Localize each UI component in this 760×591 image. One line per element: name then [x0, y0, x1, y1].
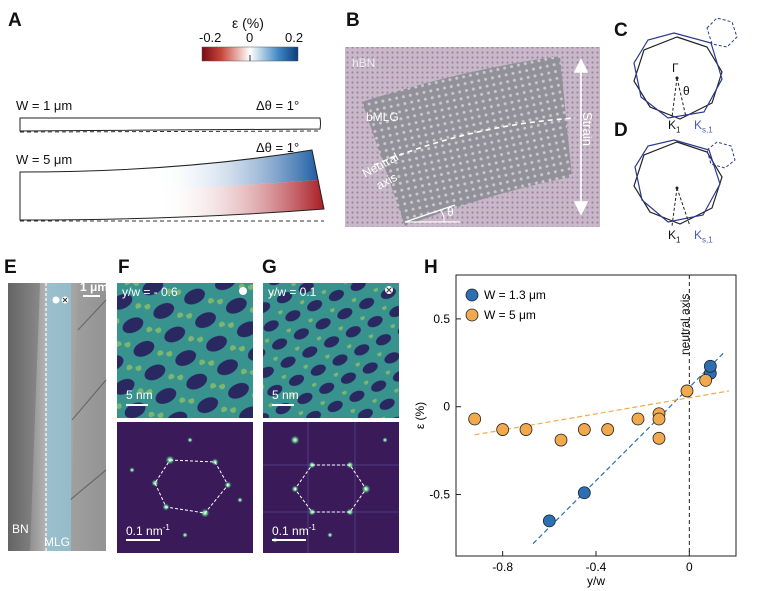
y-tick-label: 0 [443, 400, 450, 414]
hexagon-strained-c [633, 32, 723, 119]
scale-fft-sup-g: -1 [308, 523, 316, 532]
hexagon-graphene-c [633, 36, 723, 120]
scale-label-e: 1 μm [80, 280, 109, 294]
scale-fft-g: 0.1 nm [272, 524, 309, 538]
strip-w1 [19, 117, 321, 132]
bmlg-flake [362, 56, 572, 226]
x-tick-label: 0 [686, 560, 693, 574]
scale-fft-label-f: 0.1 nm-1 [126, 523, 170, 538]
strip2-width-label: W = 5 μm [16, 152, 73, 167]
fit-line-1 [474, 390, 730, 436]
data-point-1 [680, 384, 694, 398]
panel-label-d: D [614, 120, 628, 141]
x-axis-label: y/w [587, 574, 605, 588]
data-point-1 [652, 412, 666, 426]
ks1-d: K [694, 228, 703, 242]
panel-label-e: E [4, 257, 17, 278]
data-point-1 [652, 431, 666, 445]
data-point-1 [554, 433, 568, 447]
y-axis-label: ε (%) [413, 402, 427, 429]
hbn-label: hBN [352, 56, 376, 70]
hexagon-graphene-d [633, 141, 723, 225]
strip-w5-blue [20, 150, 318, 196]
panel-label-h: H [424, 257, 438, 278]
k1-sub-d: 1 [676, 235, 681, 245]
colorbar-tick-mid: 0 [246, 30, 254, 45]
gamma-label: Γ [672, 61, 679, 75]
y-tick-label: 0.5 [433, 312, 450, 326]
data-point-1 [468, 412, 482, 426]
y-tick-label: -0.5 [429, 488, 450, 502]
data-point-1 [496, 423, 510, 436]
panel-label-c: C [614, 20, 628, 41]
fft-grid-g [263, 422, 399, 553]
data-point-1 [601, 423, 615, 436]
data-point-1 [699, 373, 713, 387]
fft-image-g [263, 422, 399, 553]
data-point-1 [577, 423, 591, 436]
panel-label-a: A [8, 10, 22, 31]
stm-image-g [263, 283, 399, 418]
data-point-0 [703, 359, 717, 373]
ks1-c: K [694, 118, 703, 132]
panel-label-b: B [346, 10, 360, 31]
strain-arrow [573, 58, 589, 216]
ks1-label-c: Ks,1 [694, 118, 713, 134]
mlg-label: MLG [44, 535, 71, 549]
scale-real-f: 5 nm [126, 388, 153, 402]
hexagon-dashed-d [706, 141, 736, 169]
position-label-f: y/w = - 0.6 [122, 285, 178, 299]
scale-fft-label-g: 0.1 nm-1 [272, 523, 316, 538]
fit-line-0 [532, 351, 725, 545]
chart-h: -0.8 -0.4 0 0.5 0 -0.5 y/w ε (%) W = 1.3 μm W = 5… [413, 274, 737, 588]
marker-circle-f [239, 287, 247, 295]
bn-label: BN [12, 522, 29, 536]
data-point-1 [631, 412, 645, 426]
x-tick-label: -0.8 [492, 560, 513, 574]
neutral-axis-label: neutral axis [678, 293, 692, 355]
panel-label-f: F [118, 257, 130, 278]
ks1-sub-d: s,1 [702, 235, 713, 245]
marker-circle-e [52, 296, 60, 304]
ks1-label-d: Ks,1 [694, 228, 713, 244]
colorbar-tick-min: -0.2 [199, 30, 222, 45]
k1-sub-c: 1 [676, 125, 681, 135]
legend-label-0: W = 1.3 μm [484, 288, 546, 302]
scale-fft-f: 0.1 nm [126, 524, 163, 538]
x-tick-label: -0.4 [586, 560, 607, 574]
k1-label-c: K1 [668, 118, 680, 134]
colorbar-title: ε (%) [232, 15, 264, 31]
position-label-g: y/w = 0.1 [268, 285, 317, 299]
k1-d: K [668, 228, 677, 242]
legend-marker-1 [465, 308, 479, 322]
k1-label-d: K1 [668, 228, 680, 244]
ks1-sub-c: s,1 [702, 125, 713, 135]
data-point-0 [542, 514, 556, 528]
data-point-1 [519, 423, 533, 436]
neutral-axis-line [373, 117, 576, 166]
scale-fft-sup-f: -1 [162, 523, 170, 532]
theta-label-b: θ [447, 205, 454, 219]
panel-label-g: G [262, 257, 277, 278]
k1-c: K [668, 118, 677, 132]
strip1-angle-label: Δθ = 1° [256, 98, 300, 113]
hexagon-strained-d [634, 139, 721, 223]
strain-label: Strain [580, 112, 595, 146]
bmlg-label: bMLG [366, 110, 399, 124]
colorbar-tick-max: 0.2 [285, 30, 304, 45]
scale-real-g: 5 nm [272, 388, 299, 402]
hexagon-dashed-c [706, 17, 738, 48]
theta-label-c: θ [683, 84, 690, 98]
strip-w5-red [20, 180, 324, 220]
legend-marker-0 [465, 288, 479, 302]
legend-label-1: W = 5 μm [484, 308, 536, 322]
mlg-strip [47, 283, 71, 551]
strip2-angle-label: Δθ = 1° [256, 140, 300, 155]
strip1-width-label: W = 1 μm [16, 98, 73, 113]
data-point-0 [577, 486, 591, 500]
stm-image-f [117, 283, 253, 418]
